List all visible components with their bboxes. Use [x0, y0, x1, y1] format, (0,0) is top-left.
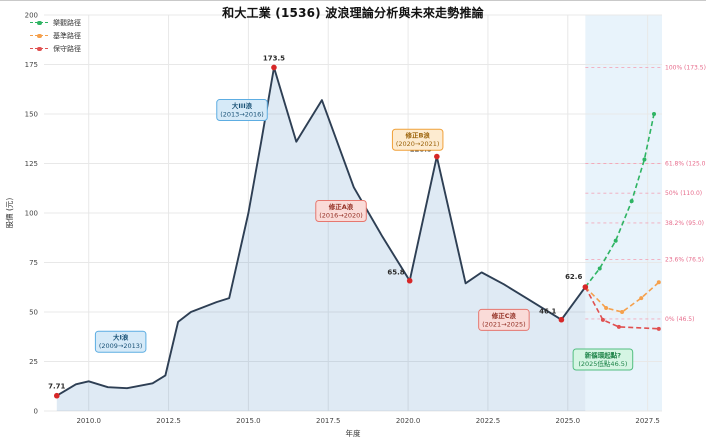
y-tick-label: 50: [29, 309, 38, 317]
legend-label: 基準路徑: [53, 32, 81, 40]
key-point-label: 65.8: [387, 269, 404, 277]
annotation-line1: 新循環起點?: [585, 351, 622, 360]
y-tick-label: 175: [25, 61, 38, 69]
annotation-line2: (2013→2016): [220, 111, 264, 119]
x-tick-label: 2010.0: [76, 417, 101, 425]
y-tick-label: 125: [25, 160, 38, 168]
wave-annotation: 新循環起點?(2025低點46.5): [572, 348, 634, 371]
x-axis-title: 年度: [346, 428, 361, 438]
annotation-line1: 修正B浪: [404, 131, 430, 140]
annotation-box: [94, 330, 147, 353]
forecast-line-1: [584, 113, 655, 288]
key-point-label: 7.71: [48, 383, 65, 391]
forecast-point-dot: [656, 326, 661, 331]
x-tick-label: 2017.5: [316, 417, 341, 425]
fib-level-label: 61.8% (125.0): [665, 161, 706, 168]
key-point-dot: [271, 64, 277, 71]
annotation-line2: (2009→2013): [99, 342, 143, 350]
annotation-box: [216, 99, 268, 122]
forecast-point-dot: [597, 266, 602, 271]
key-point-label: 46.1: [539, 308, 556, 316]
key-point-dot: [582, 284, 589, 290]
forecast-point-dot: [629, 199, 634, 204]
annotation-box: [391, 128, 444, 151]
legend-item: 樂觀路徑: [30, 19, 81, 27]
x-tick-label: 2015.0: [236, 417, 261, 425]
annotation-box: [315, 200, 367, 223]
y-tick-label: 200: [25, 12, 38, 20]
y-tick-label: 0: [34, 408, 38, 416]
axis-ticks: 2010.0 2012.5 2015.0 2017.5 2020.0 2022.5 2025…: [25, 12, 660, 426]
x-tick-label: 2012.5: [156, 417, 181, 425]
annotation-line2: (2025低點46.5): [578, 359, 627, 368]
forecast-point-dot: [639, 296, 644, 301]
annotation-line2: (2021→2025): [482, 320, 526, 328]
chart-legend: 樂觀路徑基準路徑保守路徑: [30, 19, 81, 53]
fib-level-label: 23.6% (76.5): [665, 257, 704, 264]
annotation-line2: (2016→2020): [319, 212, 363, 220]
forecast-point-dot: [652, 112, 657, 116]
y-tick-label: 75: [29, 259, 38, 267]
key-point-label: 173.5: [263, 54, 285, 62]
x-tick-label: 2027.5: [635, 417, 660, 425]
annotation-box: [572, 348, 634, 371]
fib-level-label: 50% (110.0): [665, 190, 702, 197]
wave-annotation: 大III浪(2013→2016): [216, 99, 268, 122]
chart-title: 和大工業 (1536) 波浪理論分析與未來走勢推論: [222, 6, 484, 20]
forecast-point-dot: [656, 280, 661, 285]
y-tick-label: 100: [25, 210, 38, 218]
x-tick-label: 2022.5: [476, 417, 501, 425]
y-axis-title: 股價 (元): [5, 198, 14, 229]
legend-item: 保守路徑: [30, 45, 81, 53]
forecast-point-dot: [604, 306, 609, 311]
fib-level-label: 0% (46.5): [665, 316, 694, 323]
key-point-label: 62.6: [565, 273, 582, 281]
legend-label: 保守路徑: [53, 45, 81, 53]
price-area-fill: [56, 67, 586, 411]
key-point-dot: [406, 277, 413, 284]
wave-annotation: 修正A浪(2016→2020): [315, 200, 367, 223]
forecast-point-dot: [616, 324, 621, 329]
legend-item: 基準路徑: [30, 32, 81, 40]
annotation-box: [478, 308, 530, 331]
wave-annotation: 修正C浪(2021→2025): [478, 308, 530, 331]
forecast-point-dot: [600, 317, 605, 322]
legend-label: 樂觀路徑: [53, 19, 81, 27]
wave-annotation: 修正B浪(2020→2021): [391, 128, 444, 151]
annotation-line1: 修正A浪: [328, 202, 354, 211]
fibonacci-levels: 100% (173.5) 61.8% (125.0) 50% (110.0) 38.2…: [585, 64, 706, 323]
annotation-line1: 修正C浪: [491, 311, 517, 320]
annotation-line1: 大III浪: [232, 101, 253, 110]
forecast-point-dot: [613, 238, 618, 243]
forecast-line-3: [584, 286, 659, 330]
x-tick-label: 2020.0: [396, 417, 421, 425]
legend-line-swatch: [30, 32, 48, 40]
legend-line-swatch: [30, 45, 48, 53]
forecast-point-dot: [620, 310, 625, 314]
fib-level-label: 38.2% (95.0): [665, 220, 704, 227]
legend-dot-icon: [37, 33, 42, 38]
key-point-dot: [434, 153, 440, 160]
fib-level-label: 100% (173.5): [665, 64, 706, 71]
annotation-line2: (2020→2021): [396, 140, 440, 148]
forecast-line-2: [584, 281, 660, 313]
y-tick-label: 150: [25, 111, 38, 119]
legend-dot-icon: [37, 20, 42, 25]
key-point-dot: [53, 392, 60, 399]
gridlines: [44, 14, 662, 412]
annotation-line1: 大I浪: [113, 333, 129, 342]
legend-line-swatch: [30, 19, 48, 27]
wave-annotation: 大I浪(2009→2013): [94, 330, 147, 353]
x-tick-label: 2025.0: [556, 417, 581, 425]
forecast-point-dot: [642, 157, 647, 162]
key-point-dot: [558, 316, 565, 323]
y-tick-label: 25: [29, 358, 38, 366]
legend-dot-icon: [37, 46, 42, 51]
